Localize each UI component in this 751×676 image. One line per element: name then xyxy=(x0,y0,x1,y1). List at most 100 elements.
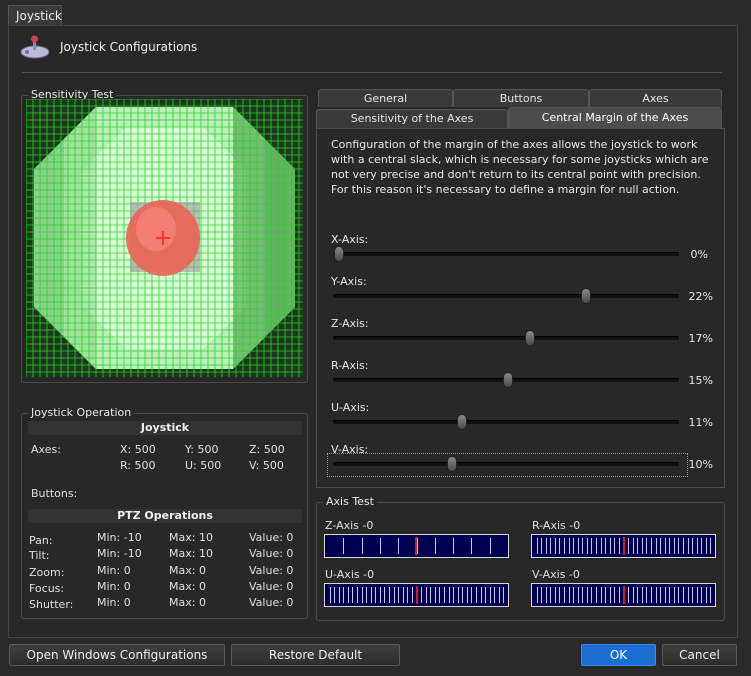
ptz-max: Max: 0 xyxy=(169,564,206,577)
axis-tick xyxy=(394,587,395,603)
axis-tick xyxy=(587,587,588,603)
ptz-value: Value: 0 xyxy=(249,564,294,577)
axis-tick xyxy=(637,587,638,603)
axis-tick xyxy=(633,538,634,554)
joystick-icon xyxy=(18,35,52,61)
axis-tick xyxy=(688,538,689,554)
ptz-min: Min: 0 xyxy=(97,580,131,593)
u-axis-slider-handle[interactable] xyxy=(457,414,467,430)
tab-central-margin-of-axes[interactable]: Central Margin of the Axes xyxy=(508,107,722,129)
axis-tick xyxy=(366,587,367,603)
axis-tick xyxy=(449,587,450,603)
tab-axes[interactable]: Axes xyxy=(589,89,722,107)
axis-tick xyxy=(426,587,427,603)
axis-center-marker xyxy=(623,537,625,555)
y-axis-slider-handle[interactable] xyxy=(581,288,591,304)
page-title: Joystick Configurations xyxy=(60,40,198,54)
x-axis-slider-handle[interactable] xyxy=(334,246,344,262)
u-axis-slider-track[interactable] xyxy=(333,420,679,424)
joystick-tab[interactable]: Joystick xyxy=(8,5,62,26)
axis-tick xyxy=(573,538,574,554)
open-windows-configurations-button[interactable]: Open Windows Configurations xyxy=(9,644,225,666)
ptz-row-focus: Focus: Min: 0 Max: 0 Value: 0 xyxy=(28,580,304,596)
axis-tick xyxy=(541,538,542,554)
axis-tick xyxy=(569,587,570,603)
axis-tick xyxy=(678,587,679,603)
joystick-section-header: Joystick xyxy=(28,421,302,435)
axis-center-marker xyxy=(415,537,417,555)
central-margin-panel xyxy=(316,128,725,488)
axis-tick xyxy=(389,587,390,603)
v-axis-test-bar xyxy=(531,583,716,607)
ptz-max: Max: 10 xyxy=(169,547,213,560)
axis-tick xyxy=(352,587,353,603)
x-axis-value: 0% xyxy=(690,248,708,261)
axis-tick xyxy=(537,587,538,603)
axis-tick xyxy=(605,538,606,554)
axis-tick xyxy=(421,587,422,603)
ptz-label: Shutter: xyxy=(29,598,74,611)
joystick-operation-title: Joystick Operation xyxy=(28,406,135,419)
axis-tick xyxy=(380,538,381,554)
axis-tick xyxy=(683,538,684,554)
ptz-label: Focus: xyxy=(29,582,65,595)
z-axis-slider-track[interactable] xyxy=(333,336,679,340)
ptz-min: Min: 0 xyxy=(97,564,131,577)
axes-label: Axes: xyxy=(31,443,61,456)
axis-tick xyxy=(537,538,538,554)
axis-tick xyxy=(398,538,399,554)
axis-tick xyxy=(628,538,629,554)
ptz-section-header: PTZ Operations xyxy=(28,509,302,523)
ptz-min: Min: 0 xyxy=(97,596,131,609)
axis-y-value: Y: 500 xyxy=(185,443,219,456)
axis-tick xyxy=(601,587,602,603)
axis-tick xyxy=(614,538,615,554)
axis-tick xyxy=(591,538,592,554)
axis-tick xyxy=(619,587,620,603)
axis-tick xyxy=(646,587,647,603)
axis-tick xyxy=(710,587,711,603)
r-axis-slider-handle[interactable] xyxy=(503,372,513,388)
v-axis-focus-box xyxy=(327,453,688,477)
axis-tick xyxy=(569,538,570,554)
ptz-value: Value: 0 xyxy=(249,547,294,560)
axis-x-value: X: 500 xyxy=(120,443,156,456)
ptz-row-zoom: Zoom: Min: 0 Max: 0 Value: 0 xyxy=(28,564,304,580)
y-axis-slider-track[interactable] xyxy=(333,294,679,298)
axis-tick xyxy=(348,587,349,603)
axis-r-value: R: 500 xyxy=(120,459,156,472)
axis-tick xyxy=(628,587,629,603)
cancel-button[interactable]: Cancel xyxy=(662,644,737,666)
x-axis-slider-track[interactable] xyxy=(333,252,679,256)
axis-tick xyxy=(435,538,436,554)
u-axis-test-bar xyxy=(324,583,509,607)
axis-tick xyxy=(417,538,418,554)
restore-default-button[interactable]: Restore Default xyxy=(231,644,400,666)
axis-tick xyxy=(697,587,698,603)
axis-tick xyxy=(642,538,643,554)
ptz-label: Zoom: xyxy=(29,566,65,579)
r-axis-test-label: R-Axis -0 xyxy=(532,519,581,532)
axis-tick xyxy=(710,538,711,554)
tab-sensitivity-of-axes[interactable]: Sensitivity of the Axes xyxy=(316,109,508,129)
axis-tick xyxy=(398,587,399,603)
axis-tick xyxy=(407,587,408,603)
axis-tick xyxy=(701,587,702,603)
axis-tick xyxy=(656,538,657,554)
axis-tick xyxy=(678,538,679,554)
axis-tick xyxy=(357,587,358,603)
axis-tick xyxy=(380,587,381,603)
ptz-max: Max: 0 xyxy=(169,580,206,593)
v-axis-slider-track[interactable] xyxy=(333,462,679,466)
axis-tick xyxy=(490,587,491,603)
tab-general[interactable]: General xyxy=(318,89,453,107)
x-axis-label: X-Axis: xyxy=(331,233,369,246)
v-axis-slider-handle[interactable] xyxy=(447,456,457,472)
z-axis-slider-handle[interactable] xyxy=(525,330,535,346)
ptz-min: Min: -10 xyxy=(97,547,142,560)
z-axis-value: 17% xyxy=(688,332,713,345)
axis-v-value: V: 500 xyxy=(249,459,284,472)
axis-tick xyxy=(471,587,472,603)
tab-buttons[interactable]: Buttons xyxy=(453,89,589,107)
ok-button[interactable]: OK xyxy=(581,644,656,666)
